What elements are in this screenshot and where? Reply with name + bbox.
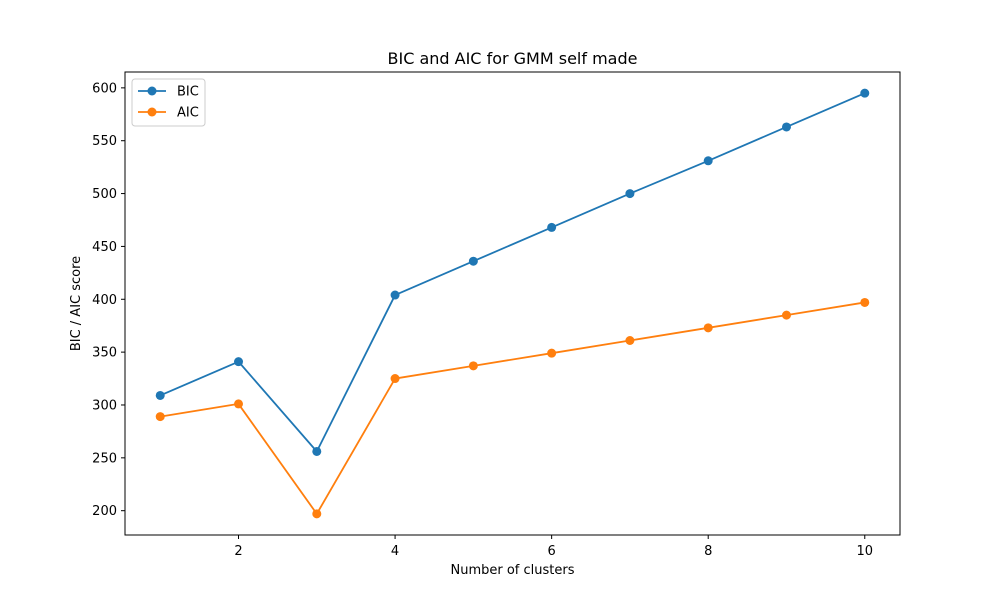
y-tick-label: 450 [92, 240, 117, 255]
bic-data-point [312, 446, 322, 456]
x-axis-ticks: 2 4 6 8 10 [234, 535, 873, 559]
y-tick-label: 400 [92, 293, 117, 308]
x-tick-label: 6 [548, 544, 556, 559]
bic-data-point [625, 189, 635, 199]
legend-bic-marker [147, 86, 157, 96]
chart-title: BIC and AIC for GMM self made [388, 49, 638, 68]
y-axis-label: BIC / AIC score [69, 256, 84, 351]
legend-bic-label: BIC [177, 85, 199, 100]
x-tick-label: 10 [856, 544, 873, 559]
bic-data-point [860, 88, 870, 98]
x-tick-label: 4 [391, 544, 399, 559]
series-layer [155, 88, 870, 519]
aic-data-point [234, 399, 244, 409]
x-tick-label: 2 [234, 544, 242, 559]
aic-data-point [468, 361, 478, 371]
aic-data-point [860, 297, 870, 307]
plot-frame [124, 71, 901, 536]
y-tick-label: 200 [92, 504, 117, 519]
y-tick-label: 550 [92, 134, 117, 149]
aic-data-point [547, 348, 557, 358]
bic-data-point [703, 156, 713, 166]
y-tick-label: 600 [92, 81, 117, 96]
legend: BIC AIC [131, 78, 206, 127]
x-axis-label: Number of clusters [450, 563, 574, 578]
y-tick-label: 500 [92, 187, 117, 202]
y-tick-label: 300 [92, 398, 117, 413]
aic-data-point [703, 323, 713, 333]
bic-data-point [547, 222, 557, 232]
bic-series-line [159, 92, 866, 453]
bic-data-point [468, 256, 478, 266]
bic-data-point [155, 390, 165, 400]
y-axis-ticks: 200 250 300 350 400 450 500 550 600 [92, 81, 125, 519]
x-tick-label: 8 [704, 544, 712, 559]
bic-data-point [781, 122, 791, 132]
aic-data-point [781, 310, 791, 320]
legend-aic-label: AIC [177, 106, 199, 121]
aic-data-point [155, 412, 165, 422]
bic-data-point [234, 357, 244, 367]
y-tick-label: 250 [92, 451, 117, 466]
y-tick-label: 350 [92, 346, 117, 361]
aic-data-point [390, 374, 400, 384]
bic-data-point [390, 290, 400, 300]
aic-series-line [160, 301, 865, 515]
aic-data-point [312, 509, 322, 519]
aic-data-point [625, 335, 635, 345]
legend-aic-marker [147, 107, 157, 117]
